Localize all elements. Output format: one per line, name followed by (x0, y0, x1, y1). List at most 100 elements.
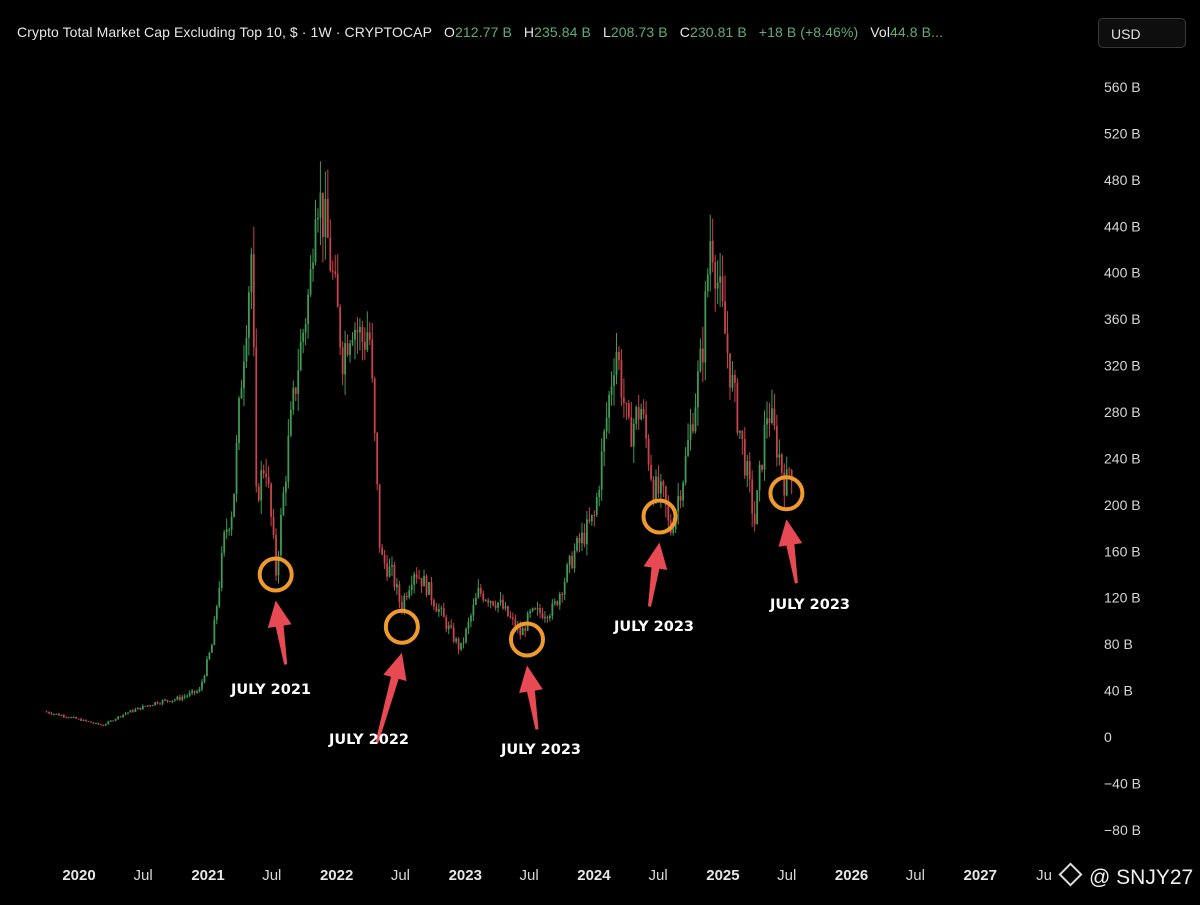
candle (339, 303, 342, 356)
candle (504, 601, 507, 611)
candle (210, 643, 213, 653)
candle (304, 318, 307, 346)
annotation-marker: JULY 2023 (768, 475, 850, 613)
currency-selector-button[interactable]: USD (1098, 18, 1186, 48)
highlight-circle (257, 556, 294, 593)
candle (684, 447, 687, 486)
candle (546, 615, 549, 623)
candle (260, 460, 263, 515)
candle (112, 720, 115, 722)
candle (92, 721, 95, 724)
x-axis: 2020 Jul 2021 Jul 2022 Jul 2023 Jul 2024 Jul 2025 J… (62, 867, 1052, 884)
candle (627, 399, 630, 420)
candle (201, 678, 203, 692)
x-tick-label: Jul (519, 867, 538, 884)
candle (487, 597, 490, 607)
candle (790, 468, 793, 495)
candle (297, 348, 300, 411)
candle (687, 423, 689, 458)
candle (588, 507, 591, 524)
candle (408, 585, 411, 600)
candle (102, 724, 105, 727)
candles (45, 161, 793, 727)
candle (470, 613, 472, 628)
candle (139, 707, 142, 711)
candle (371, 323, 374, 383)
candle (77, 718, 80, 720)
candle (477, 579, 480, 599)
candle (349, 339, 351, 363)
candle (615, 333, 618, 385)
candle (72, 716, 75, 718)
x-tick-label: Ju (1036, 867, 1052, 884)
candle (553, 598, 556, 606)
candle (721, 255, 724, 308)
candle (124, 712, 127, 716)
candle (235, 434, 238, 502)
candle (173, 698, 176, 702)
candle (322, 192, 324, 263)
high-value: 235.84 B (534, 24, 591, 40)
candle (729, 353, 731, 400)
candle (689, 408, 692, 451)
annotation-marker: JULY 2022 (328, 608, 420, 748)
candle (366, 311, 369, 353)
candle (178, 694, 181, 702)
annotation-marker: JULY 2023 (613, 498, 694, 635)
volume-label: Vol (870, 24, 891, 40)
candle (410, 575, 413, 596)
x-tick-label: Jul (648, 867, 667, 884)
candle (566, 562, 569, 583)
candle (386, 555, 388, 581)
candle (428, 582, 430, 596)
candle (53, 713, 55, 716)
x-tick-label: 2022 (320, 867, 353, 884)
candle (267, 466, 270, 489)
candle (117, 716, 120, 721)
candle (282, 486, 285, 517)
candle (65, 716, 68, 719)
candle (682, 480, 685, 508)
candle (265, 458, 268, 487)
candle (381, 543, 384, 556)
candle (193, 690, 196, 696)
annotation-label: JULY 2023 (500, 742, 581, 758)
y-tick-label: 80 B (1104, 636, 1133, 652)
candle (99, 723, 102, 726)
candle (48, 711, 50, 715)
candle (262, 464, 265, 479)
candle (114, 718, 117, 722)
candle (122, 714, 124, 719)
candle (576, 535, 578, 553)
candle (462, 637, 465, 649)
candle (97, 722, 100, 725)
y-tick-label: 200 B (1104, 497, 1141, 513)
candle (467, 617, 470, 635)
candle (558, 591, 561, 610)
candle (529, 608, 532, 618)
candle (741, 430, 744, 455)
candle (452, 622, 455, 644)
candle (413, 571, 416, 594)
candle (50, 712, 53, 716)
candle (161, 699, 164, 706)
annotation-label: JULY 2021 (230, 682, 311, 698)
candle (457, 636, 460, 655)
candle (70, 716, 73, 719)
candle (746, 454, 749, 487)
candle (319, 161, 322, 246)
candle (363, 327, 366, 360)
arrow-up-icon (643, 542, 668, 607)
candle (502, 594, 504, 610)
candle (284, 475, 287, 507)
highlight-circle (383, 608, 420, 645)
arrow-up-icon (375, 652, 407, 744)
candle (307, 288, 309, 339)
candle (420, 577, 423, 594)
candle (287, 419, 290, 489)
candle (159, 702, 161, 705)
candle (373, 376, 376, 442)
y-tick-label: 560 B (1104, 79, 1141, 95)
candle (423, 569, 425, 587)
